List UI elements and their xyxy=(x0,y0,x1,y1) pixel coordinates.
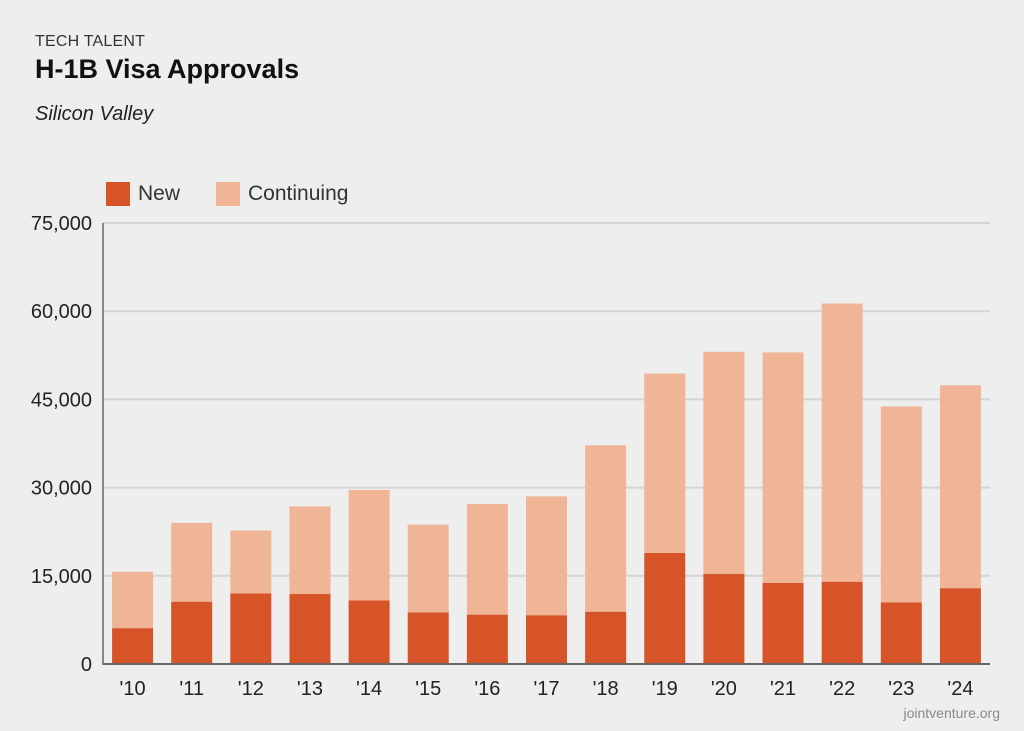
bar-new xyxy=(703,574,745,664)
bar-continuing xyxy=(407,524,449,613)
y-tick-label: 0 xyxy=(81,654,92,676)
x-tick-label: '18 xyxy=(593,678,619,700)
bar-new xyxy=(407,612,449,664)
bar-continuing xyxy=(703,351,745,575)
bar-new xyxy=(526,615,567,664)
bar-continuing xyxy=(171,522,213,602)
bar-continuing xyxy=(526,496,567,616)
x-tick-label: '12 xyxy=(238,678,264,700)
x-tick-label: '16 xyxy=(474,678,500,700)
x-tick-label: '22 xyxy=(829,678,855,700)
bar-continuing xyxy=(230,530,272,594)
x-tick-label: '23 xyxy=(888,678,914,700)
bar-new xyxy=(762,582,804,664)
x-tick-label: '15 xyxy=(415,678,441,700)
bar-new xyxy=(466,614,508,664)
y-tick-label: 60,000 xyxy=(31,301,92,323)
chart-title: H-1B Visa Approvals xyxy=(35,54,300,84)
bar-new xyxy=(171,601,213,664)
x-tick-label: '21 xyxy=(770,678,796,700)
bar-continuing xyxy=(112,571,154,629)
y-tick-label: 15,000 xyxy=(31,566,92,588)
bar-new xyxy=(348,600,390,664)
y-tick-label: 75,000 xyxy=(31,213,92,235)
bar-continuing xyxy=(880,406,922,603)
bar-new xyxy=(939,588,981,664)
bar-new xyxy=(112,628,154,664)
bar-new xyxy=(821,581,863,664)
bar-continuing xyxy=(289,506,331,595)
chart-subtitle: Silicon Valley xyxy=(35,103,154,125)
bar-continuing xyxy=(762,352,804,583)
bar-continuing xyxy=(348,489,390,601)
x-tick-label: '10 xyxy=(120,678,146,700)
bar-continuing xyxy=(585,445,627,612)
x-tick-label: '20 xyxy=(711,678,737,700)
y-tick-label: 45,000 xyxy=(31,389,92,411)
x-tick-label: '19 xyxy=(652,678,678,700)
bar-new xyxy=(289,594,331,664)
legend-label-continuing: Continuing xyxy=(248,182,349,205)
x-tick-label: '14 xyxy=(356,678,382,700)
legend-swatch-continuing xyxy=(216,182,241,206)
y-tick-label: 30,000 xyxy=(31,478,92,500)
bar-continuing xyxy=(939,385,981,589)
legend-item-new: New xyxy=(106,182,180,206)
chart-legend: New Continuing xyxy=(106,182,384,206)
x-tick-label: '13 xyxy=(297,678,323,700)
legend-item-continuing: Continuing xyxy=(216,182,348,206)
bar-continuing xyxy=(821,303,863,582)
x-tick-label: '17 xyxy=(533,678,559,700)
legend-swatch-new xyxy=(106,182,130,206)
bar-new xyxy=(585,611,627,664)
bar-continuing xyxy=(644,373,686,553)
bar-new xyxy=(880,602,922,664)
bar-new xyxy=(644,552,686,664)
x-tick-label: '24 xyxy=(947,678,973,700)
bar-new xyxy=(230,593,272,664)
bar-continuing xyxy=(466,504,508,615)
legend-label-new: New xyxy=(138,182,181,205)
source-credit: jointventure.org xyxy=(903,705,1000,721)
x-tick-label: '11 xyxy=(179,678,204,700)
chart-kicker: TECH TALENT xyxy=(35,33,146,50)
